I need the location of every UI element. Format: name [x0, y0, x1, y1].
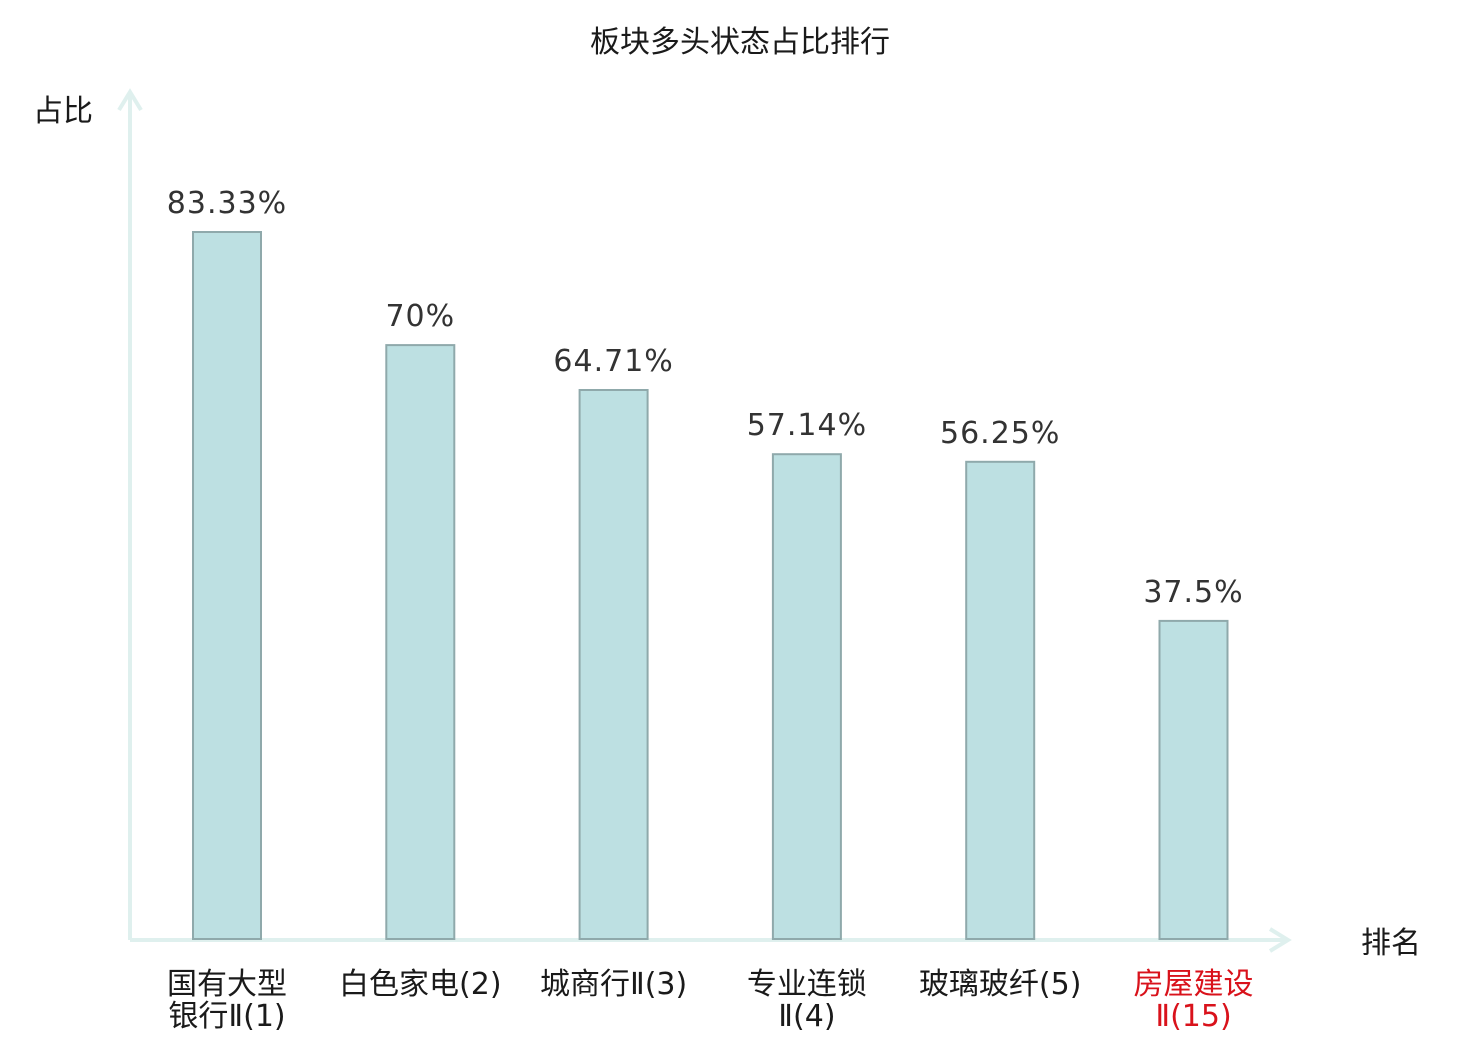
x-tick-label: Ⅱ(4) [778, 999, 835, 1034]
x-axis [130, 927, 1292, 953]
bar [192, 231, 262, 940]
x-tick-label: 城商行Ⅱ(3) [540, 967, 687, 1002]
x-tick-label: Ⅱ(15) [1155, 999, 1231, 1034]
bar [771, 453, 842, 940]
data-label: 70% [385, 299, 455, 334]
bar [965, 460, 1036, 940]
chart-title: 板块多头状态占比排行 [590, 25, 890, 60]
x-tick-label: 银行Ⅱ(1) [168, 999, 285, 1034]
x-tick-label: 白色家电(2) [339, 967, 502, 1002]
data-label: 64.71% [553, 344, 673, 379]
x-tick-label: 房屋建设 [1134, 967, 1254, 1002]
x-tick-label: 专业连锁 [747, 967, 867, 1002]
data-label: 57.14% [747, 408, 867, 443]
y-axis-title: 占比 [33, 94, 93, 129]
bars [192, 231, 1229, 941]
x-tick-label: 玻璃玻纤(5) [919, 967, 1082, 1002]
x-axis-title: 排名 [1361, 926, 1421, 961]
data-label: 37.5% [1143, 575, 1243, 610]
x-tick-label: 国有大型 [167, 967, 287, 1002]
bar [1158, 619, 1229, 941]
bar [385, 344, 456, 941]
bar [578, 389, 649, 940]
y-axis [117, 88, 143, 940]
data-label: 56.25% [940, 416, 1060, 451]
data-label: 83.33% [167, 186, 287, 221]
value-labels: 83.33% 70% 64.71% 57.14% 56.25% 37.5% [167, 186, 1243, 610]
